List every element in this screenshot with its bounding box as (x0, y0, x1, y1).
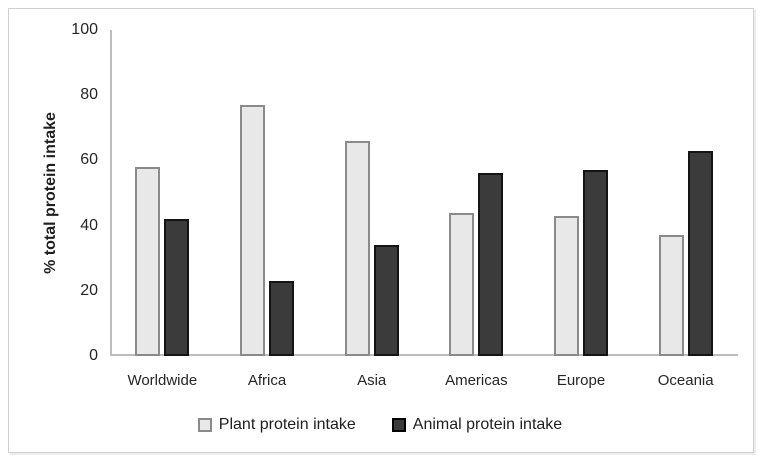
bar-animal-asia (373, 245, 399, 356)
plot-area (110, 30, 738, 356)
legend-item-animal: Animal protein intake (391, 416, 563, 434)
bar-plant-europe (554, 215, 579, 356)
y-tick-label: 80 (80, 86, 98, 104)
bar-animal-africa (269, 281, 294, 356)
legend-label-animal: Animal protein intake (412, 416, 563, 433)
bar-animal-worldwide (164, 219, 190, 356)
bar-plant-africa (240, 104, 265, 356)
y-tick-label: 40 (80, 216, 98, 234)
legend: Plant protein intake Animal protein inta… (8, 416, 752, 434)
x-category-label: Africa (247, 372, 287, 389)
bar-animal-europe (583, 170, 608, 356)
x-category-label: Europe (556, 372, 606, 389)
x-category-label: Americas (445, 372, 508, 389)
x-category-label: Worldwide (127, 372, 198, 389)
x-category-label: Oceania (657, 372, 714, 389)
legend-swatch-animal-icon (391, 418, 406, 432)
bar-plant-americas (449, 212, 475, 356)
legend-swatch-plant-icon (197, 418, 212, 432)
y-tick-label: 60 (80, 151, 98, 169)
y-tick-label: 0 (89, 347, 98, 364)
bar-animal-americas (478, 173, 504, 356)
chart-frame (8, 8, 754, 453)
x-category-label: Asia (357, 372, 387, 389)
legend-item-plant: Plant protein intake (197, 416, 356, 434)
y-tick-label: 20 (80, 281, 98, 299)
y-tick-label: 100 (71, 21, 98, 38)
legend-label-plant: Plant protein intake (218, 416, 356, 433)
bar-plant-asia (344, 140, 370, 356)
bar-plant-oceania (658, 235, 684, 356)
bar-animal-oceania (687, 150, 713, 356)
y-axis-title: % total protein intake (42, 112, 59, 274)
bar-plant-worldwide (135, 166, 161, 356)
